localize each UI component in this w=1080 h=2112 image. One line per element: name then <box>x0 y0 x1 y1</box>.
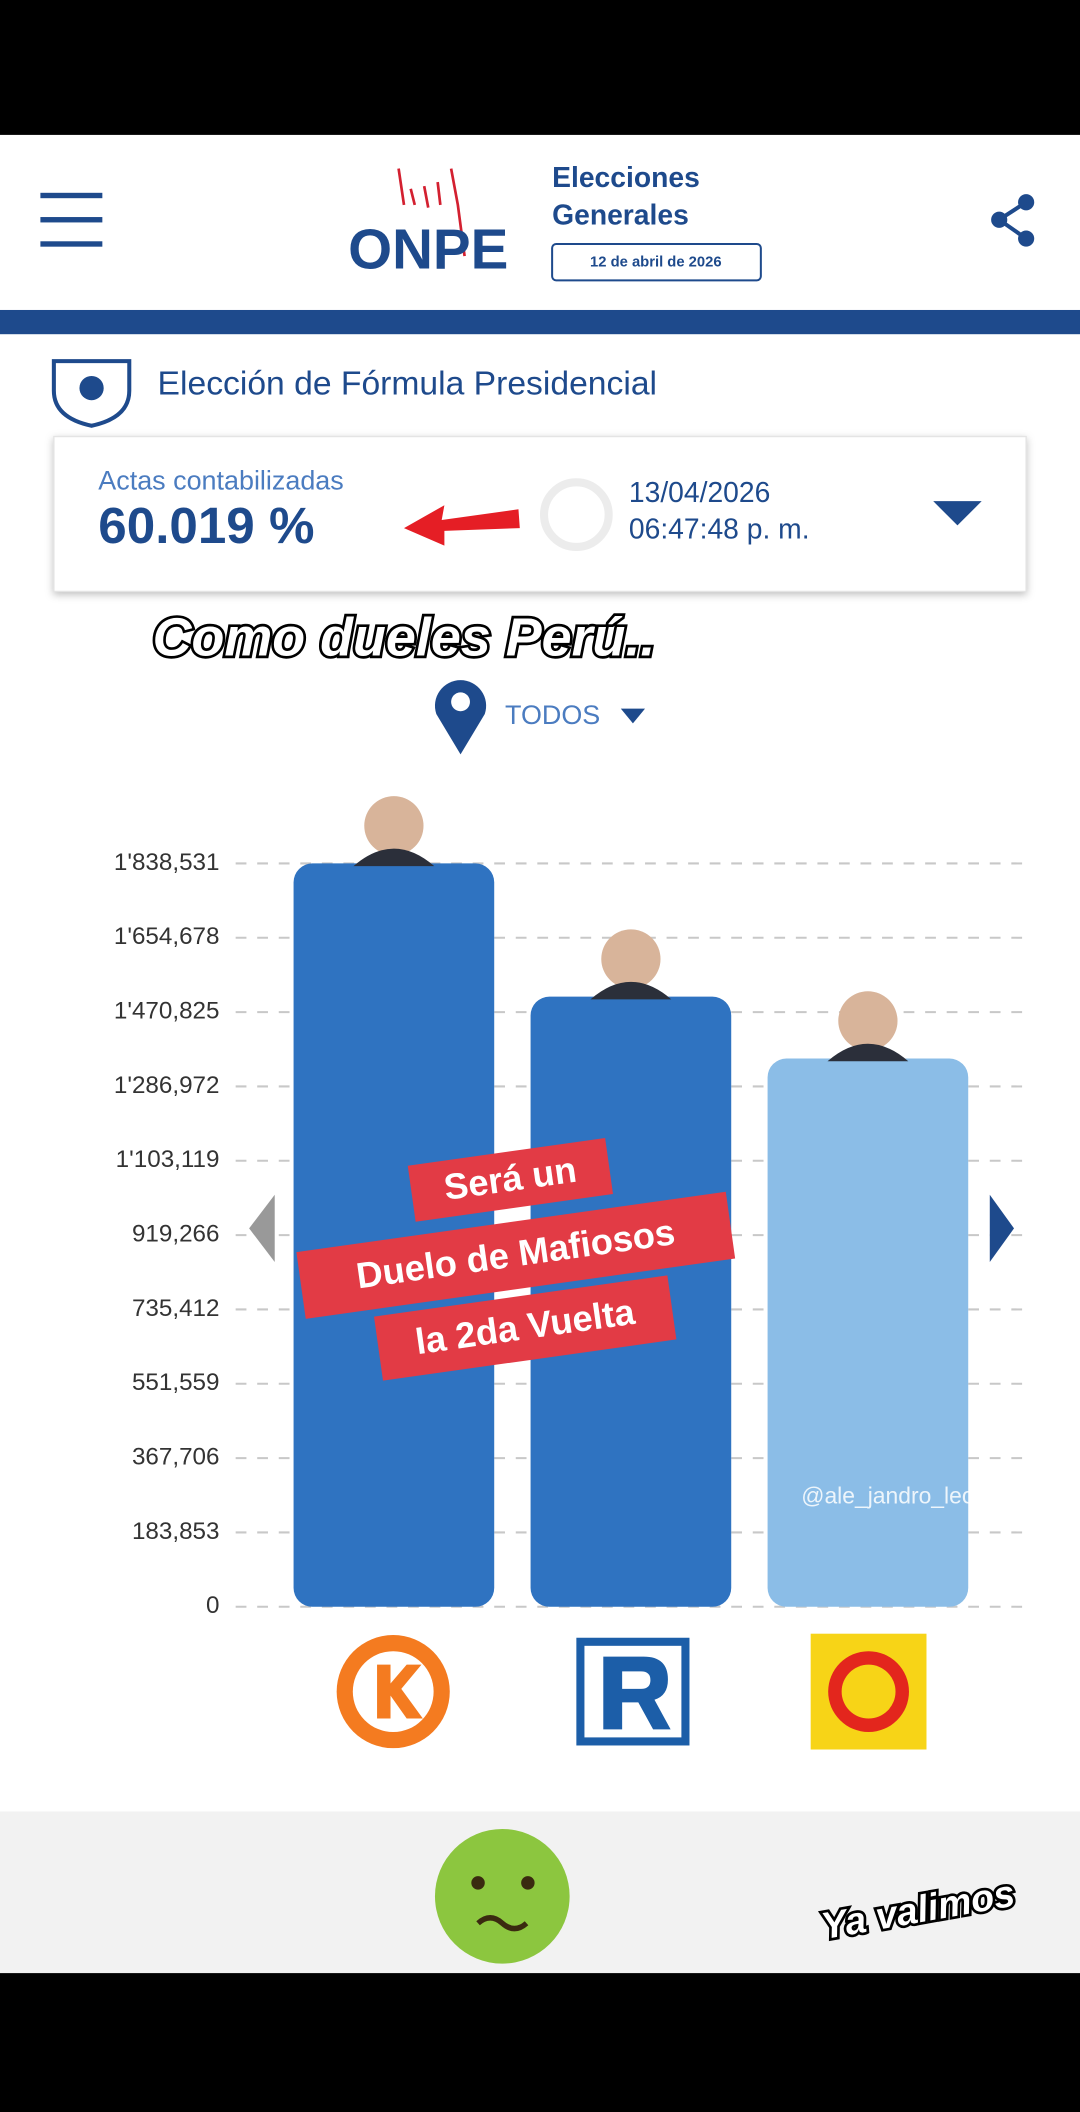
candidate-photo <box>601 929 661 989</box>
y-tick-label: 919,266 <box>132 1221 220 1248</box>
y-tick-label: 367,706 <box>132 1444 220 1471</box>
candidate-photo <box>838 991 898 1051</box>
status-card <box>53 435 1027 593</box>
header-title: Generales <box>552 199 689 231</box>
y-tick-label: 735,412 <box>132 1295 220 1322</box>
section-title: Elección de Fórmula Presidencial <box>158 365 657 402</box>
header-date: 12 de abril de 2026 <box>590 255 722 271</box>
party-logo <box>336 1635 450 1749</box>
date-box <box>551 242 762 282</box>
overlay-box <box>296 1191 736 1319</box>
bar <box>767 1058 969 1607</box>
candidate-photo <box>364 796 424 856</box>
y-tick-label: 1'838,531 <box>114 849 220 876</box>
watermark: @ale_jandro_leon <box>801 1483 987 1509</box>
caption: Como dueles Perú.. <box>153 607 656 667</box>
y-tick-label: 1'654,678 <box>114 923 220 950</box>
status-date: 13/04/2026 <box>629 476 770 508</box>
status-time: 06:47:48 p. m. <box>629 512 810 544</box>
y-tick-label: 1'470,825 <box>114 998 220 1025</box>
y-tick-label: 1'286,972 <box>114 1072 220 1099</box>
overlay-box <box>374 1275 677 1381</box>
header-title: Elecciones <box>552 161 700 193</box>
shield-icon <box>51 359 132 428</box>
dropdown-arrow[interactable] <box>933 501 982 526</box>
logo-text: ONPE <box>348 217 508 280</box>
candidate-photo <box>590 981 672 1000</box>
filter-label[interactable]: TODOS <box>505 700 600 730</box>
location-icon <box>434 680 487 755</box>
arrow <box>403 505 520 546</box>
y-tick-label: 183,853 <box>132 1518 220 1545</box>
candidate-photo <box>827 1043 909 1062</box>
party-logo <box>810 1633 927 1750</box>
share-icon[interactable] <box>991 194 1035 247</box>
overlay-box <box>407 1138 613 1222</box>
overlay-line: Será un <box>407 1138 613 1222</box>
menu-icon[interactable] <box>40 192 103 247</box>
party-logo <box>576 1637 690 1746</box>
y-tick-label: 1'103,119 <box>116 1146 220 1173</box>
status-label: Actas contabilizadas <box>98 465 343 495</box>
clock-icon <box>540 478 613 552</box>
logo-mark <box>397 168 466 257</box>
y-tick-label: 0 <box>206 1592 219 1619</box>
filter-arrow[interactable] <box>620 708 646 724</box>
bar <box>293 863 495 1607</box>
y-tick-label: 551,559 <box>132 1369 220 1396</box>
location-dot <box>451 692 470 712</box>
next-arrow[interactable] <box>989 1194 1015 1263</box>
header-bar <box>0 309 1080 335</box>
emoji <box>434 1828 570 1964</box>
prev-arrow[interactable] <box>249 1194 275 1263</box>
candidate-photo <box>353 848 435 867</box>
status-percent: 60.019 % <box>98 497 314 554</box>
